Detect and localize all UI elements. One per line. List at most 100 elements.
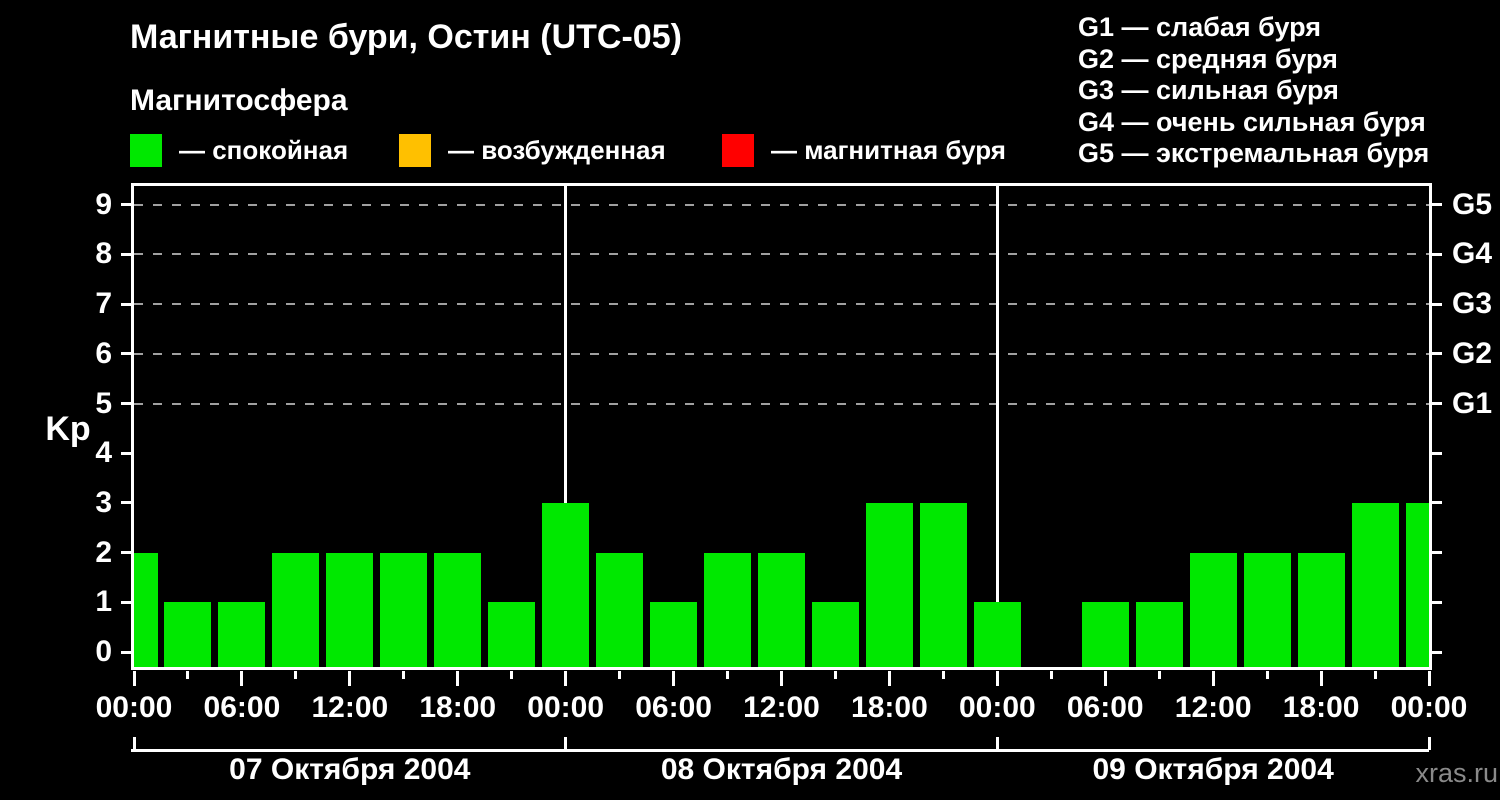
x-tick-label: 00:00: [527, 691, 605, 724]
date-bracket-tick: [995, 737, 999, 750]
kp-bar: [758, 552, 805, 667]
right-tick: [1432, 302, 1442, 306]
x-tick-label: 00:00: [1390, 691, 1468, 724]
x-tick: [726, 671, 730, 679]
kp-bar: [1135, 602, 1183, 667]
legend-item-excited: — возбужденная: [399, 134, 666, 167]
kp-bar: [134, 552, 158, 667]
storm-color-swatch: [722, 134, 754, 167]
y-tick-label: 2: [95, 535, 112, 569]
storm-scale-legend: G1 — слабая буря G2 — средняя буря G3 — …: [1078, 12, 1429, 170]
x-tick-label: 06:00: [1066, 691, 1144, 724]
kp-bar: [488, 602, 536, 667]
right-tick: [1432, 451, 1442, 455]
y-tick: [121, 501, 131, 505]
date-label: 09 Октября 2004: [1092, 753, 1334, 786]
date-bracket-tick: [1427, 737, 1431, 750]
storm-scale-g5: G5 — экстремальная буря: [1078, 138, 1430, 169]
x-tick: [1427, 671, 1431, 686]
x-tick: [186, 671, 190, 679]
g-scale-label-g3: G3: [1452, 287, 1493, 321]
y-tick-label: 7: [95, 287, 112, 321]
x-tick-label: 00:00: [958, 691, 1036, 724]
y-tick: [121, 551, 131, 555]
y-tick: [121, 600, 131, 604]
watermark: xras.ru: [1415, 758, 1498, 788]
gridline-kp8: [134, 253, 1429, 256]
page-title: Магнитные бури, Остин (UTC-05): [130, 18, 682, 56]
x-tick: [348, 671, 352, 686]
right-tick: [1432, 650, 1442, 654]
y-tick: [121, 402, 131, 405]
kp-bar: [704, 552, 752, 667]
gridline-kp5: [134, 402, 1429, 405]
kp-bar: [650, 602, 698, 667]
y-tick: [121, 650, 131, 654]
x-tick: [1211, 671, 1215, 686]
kp-bar: [326, 552, 374, 667]
kp-bar: [1081, 602, 1129, 667]
right-tick: [1432, 551, 1442, 555]
chart-subtitle: Магнитосфера: [130, 84, 348, 117]
x-tick: [1319, 671, 1323, 686]
gridline-kp6: [134, 352, 1429, 355]
x-tick: [672, 671, 676, 686]
x-tick-label: 12:00: [1174, 691, 1252, 724]
day-separator-line: [995, 186, 999, 667]
kp-bar: [164, 602, 212, 667]
kp-bar: [1351, 502, 1399, 667]
x-tick: [941, 671, 945, 679]
right-tick: [1432, 600, 1442, 604]
x-tick-label: 00:00: [95, 691, 173, 724]
date-label: 08 Октября 2004: [660, 753, 903, 786]
storm-scale-g2: G2 — средняя буря: [1078, 43, 1338, 74]
g-scale-label-g5: G5: [1452, 187, 1493, 221]
g-scale-label-g2: G2: [1452, 336, 1493, 370]
y-tick-label: 0: [95, 635, 112, 668]
kp-bar: [434, 552, 482, 667]
x-tick: [564, 671, 568, 686]
date-bracket-line: [131, 749, 1429, 752]
kp-bar: [811, 602, 859, 667]
x-tick-label: 06:00: [635, 691, 712, 724]
x-tick: [1265, 671, 1269, 679]
gridline-kp9: [134, 203, 1429, 206]
plot-area: [131, 183, 1432, 670]
legend-item-quiet: — спокойная: [130, 134, 348, 167]
kp-bar: [272, 552, 320, 667]
kp-bar: [1189, 552, 1237, 667]
y-tick: [121, 302, 131, 306]
legend-label: — магнитная буря: [771, 135, 1006, 165]
quiet-color-swatch: [130, 134, 162, 167]
x-tick: [833, 671, 837, 679]
x-tick: [1103, 671, 1107, 686]
y-tick-label: 1: [95, 585, 112, 619]
storm-scale-g4: G4 — очень сильная буря: [1078, 106, 1426, 137]
x-tick-label: 12:00: [311, 691, 389, 724]
x-tick-label: 12:00: [743, 691, 820, 724]
y-tick: [121, 352, 131, 356]
y-tick: [121, 252, 131, 256]
kp-bar: [919, 502, 967, 667]
x-tick: [402, 671, 406, 679]
g-scale-label-g4: G4: [1452, 237, 1493, 271]
right-tick: [1432, 402, 1442, 405]
x-tick: [240, 671, 244, 686]
kp-bar: [380, 552, 428, 667]
kp-bar: [1405, 502, 1429, 667]
x-tick: [1049, 671, 1053, 679]
legend-item-storm: — магнитная буря: [722, 134, 1006, 167]
kp-bar: [218, 602, 266, 667]
y-tick: [121, 203, 131, 207]
excited-color-swatch: [399, 134, 431, 167]
right-tick: [1432, 352, 1442, 356]
x-tick-label: 06:00: [203, 691, 281, 724]
kp-bar: [1243, 552, 1291, 667]
x-tick-label: 18:00: [1282, 691, 1360, 724]
x-tick: [995, 671, 999, 686]
y-tick-label: 8: [95, 237, 112, 271]
gridline-kp7: [134, 303, 1429, 306]
kp-bar: [973, 602, 1021, 667]
right-tick: [1432, 252, 1442, 256]
